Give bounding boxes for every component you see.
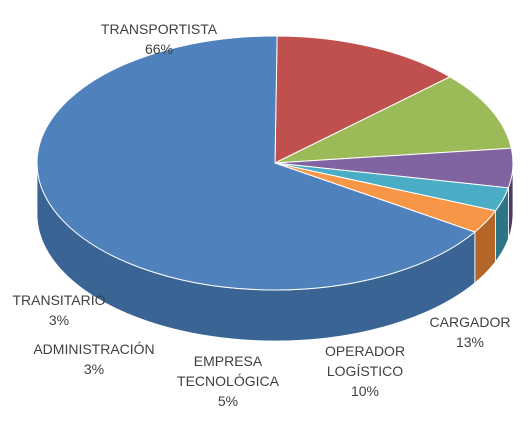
data-label-empresa-tecnol-gica: EMPRESA TECNOLÓGICA 5% [177,353,280,409]
slice-transportista [36,35,476,291]
data-label-transitario: TRANSITARIO 3% [12,292,105,328]
pie-slices [36,35,514,291]
data-label-operador-log-stico: OPERADOR LOGÍSTICO 10% [325,343,405,399]
slice-cargador [274,35,451,164]
pie-labels: CARGADOR 13% OPERADOR LOGÍSTICO 10% EMPRESA TE… [12,21,510,409]
data-label-administraci-n: ADMINISTRACIÓN 3% [33,341,154,377]
slice-operador-log-stico [274,76,512,164]
data-label-cargador: CARGADOR 13% [430,314,511,350]
data-label-transportista: TRANSPORTISTA 66% [101,21,218,57]
